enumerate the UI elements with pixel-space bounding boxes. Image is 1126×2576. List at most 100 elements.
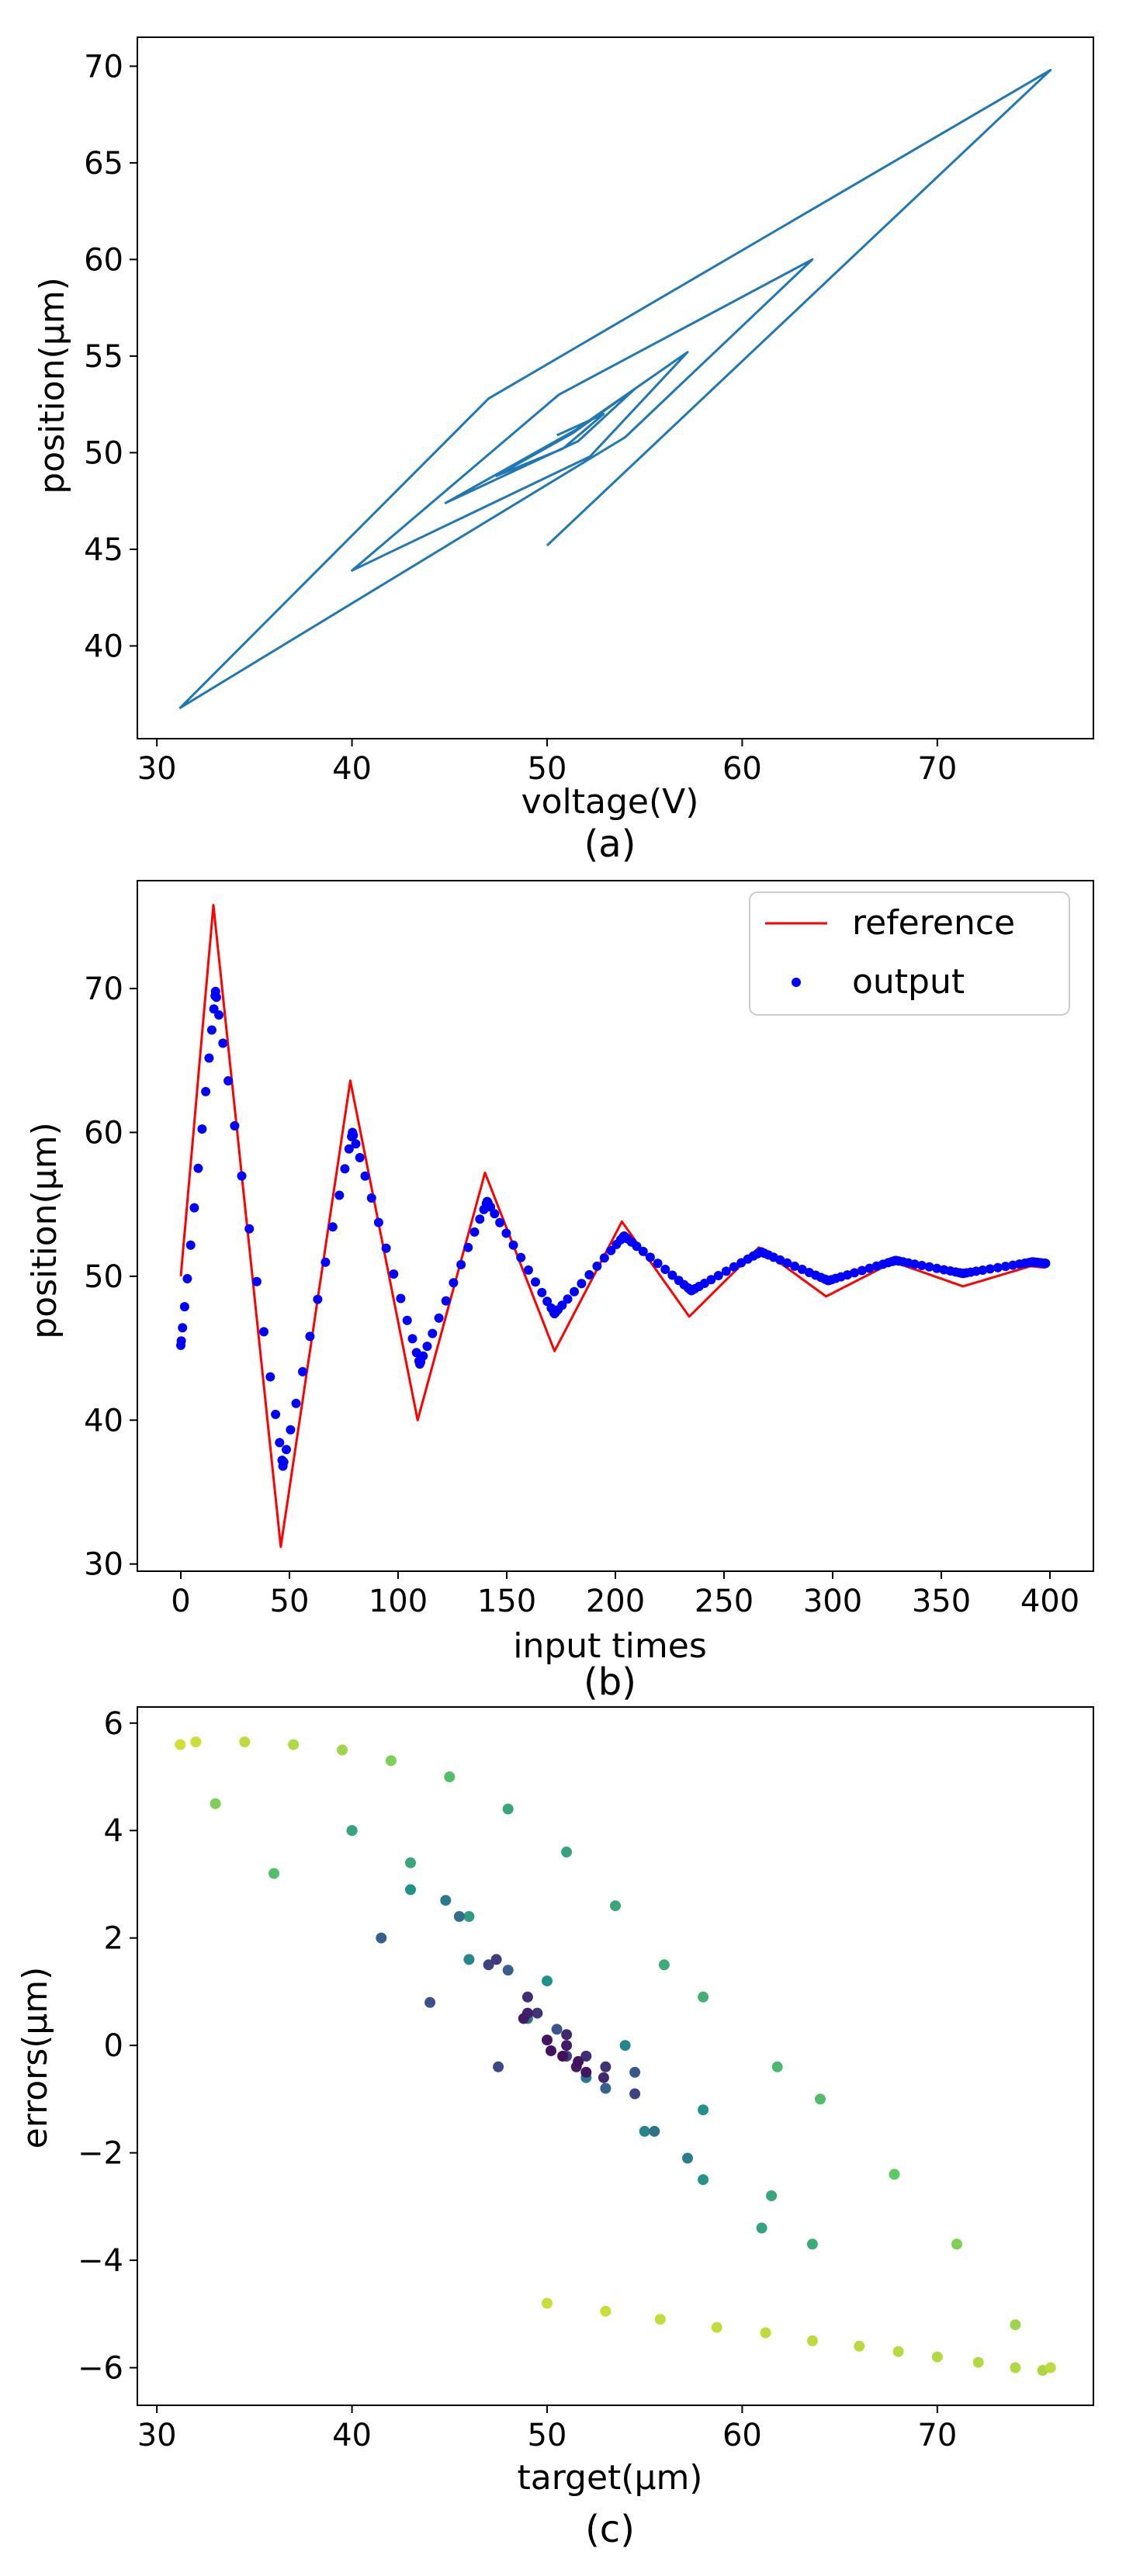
data-point (516, 1252, 526, 1262)
data-point (463, 1242, 473, 1252)
legend-label-reference: reference (852, 903, 1015, 943)
x-tick-label: 150 (477, 1584, 536, 1619)
data-point (275, 1438, 285, 1448)
data-point (282, 1445, 291, 1455)
data-point (766, 2190, 778, 2201)
data-point (340, 1164, 350, 1174)
data-point (649, 2125, 660, 2137)
data-point (360, 1171, 370, 1181)
data-point (563, 1294, 573, 1304)
data-point (389, 1269, 399, 1279)
data-point (366, 1193, 376, 1203)
panel-a-label: (a) (584, 822, 636, 866)
data-point (978, 1265, 988, 1275)
data-point (537, 1287, 547, 1297)
panel-c-label: (c) (585, 2508, 635, 2551)
data-point (600, 2083, 612, 2094)
data-point (486, 1202, 496, 1212)
data-point (288, 1739, 300, 1750)
data-point (599, 1253, 609, 1263)
x-tick-label: 30 (137, 751, 177, 787)
data-point (557, 1300, 567, 1311)
data-point (518, 2013, 529, 2024)
data-point (698, 1991, 709, 2003)
data-point (223, 1076, 234, 1085)
y-tick-label: 2 (104, 1921, 123, 1957)
y-tick-label: 55 (84, 339, 123, 375)
data-point (542, 1297, 553, 1307)
data-point (843, 1270, 852, 1280)
data-point (508, 1240, 518, 1250)
data-point (405, 1884, 416, 1896)
data-point (546, 2045, 556, 2057)
y-tick-label: 60 (84, 242, 123, 278)
panel-a: 30 40 50 60 70 40 45 50 55 60 65 70 (84, 36, 1094, 787)
data-point (629, 2088, 641, 2100)
data-point (653, 1259, 663, 1269)
panel-c-ylabel: errors(μm) (16, 1967, 55, 2149)
data-point (206, 1025, 217, 1035)
data-point (658, 1959, 670, 1971)
y-tick-label: 40 (84, 628, 123, 664)
data-point (806, 2335, 818, 2346)
data-point (376, 1932, 387, 1944)
data-point (854, 2340, 865, 2352)
data-point (337, 1744, 348, 1756)
data-point (993, 1262, 1003, 1272)
data-point (197, 1124, 207, 1134)
data-point (469, 1227, 480, 1237)
data-point (269, 1868, 279, 1879)
data-point (619, 2040, 631, 2051)
x-tick-label: 60 (722, 751, 762, 787)
data-point (698, 2104, 709, 2116)
data-point (706, 1275, 716, 1285)
panel-b-xlabel: input times (513, 1626, 707, 1666)
data-point (1041, 1259, 1051, 1269)
x-tick-label: 400 (1020, 1584, 1079, 1619)
x-tick-label: 50 (270, 1584, 310, 1619)
data-point (711, 2322, 722, 2333)
data-point (259, 1327, 269, 1337)
data-point (193, 1163, 203, 1173)
data-point (660, 1265, 670, 1274)
data-point (645, 1252, 655, 1262)
data-point (201, 1086, 211, 1096)
data-point (864, 1263, 875, 1273)
data-point (638, 1246, 648, 1256)
data-point (606, 1245, 616, 1255)
data-point (251, 1276, 262, 1286)
x-tick-label: 300 (803, 1584, 862, 1619)
y-tick-label: 65 (84, 146, 123, 182)
data-point (475, 1214, 485, 1224)
data-point (713, 1271, 723, 1280)
data-point (756, 2222, 767, 2234)
data-point (351, 1139, 361, 1149)
data-point (557, 2051, 569, 2062)
data-point (775, 1255, 785, 1265)
data-point (463, 1911, 475, 1922)
plot-frame (137, 880, 1094, 1572)
data-point (210, 1798, 221, 1809)
data-point (453, 1911, 465, 1922)
data-point (182, 1274, 192, 1283)
data-point (189, 1203, 199, 1213)
data-point (381, 1243, 391, 1253)
x-tick-label: 0 (171, 1584, 190, 1619)
data-point (850, 1268, 860, 1278)
data-point (204, 1053, 214, 1063)
data-point (721, 1266, 731, 1276)
data-point (244, 1224, 255, 1234)
plot-frame (137, 36, 1094, 739)
panel-b-ylabel: position(μm) (25, 1122, 64, 1338)
data-point (523, 1265, 533, 1275)
data-point (782, 1258, 792, 1268)
data-point (1000, 1262, 1010, 1272)
data-point (573, 2055, 584, 2067)
data-point (632, 1241, 642, 1252)
data-point (286, 1425, 296, 1435)
panel-b-label: (b) (584, 1660, 636, 1704)
data-point (271, 1409, 281, 1419)
data-point (561, 2029, 573, 2041)
data-point (441, 1296, 451, 1306)
